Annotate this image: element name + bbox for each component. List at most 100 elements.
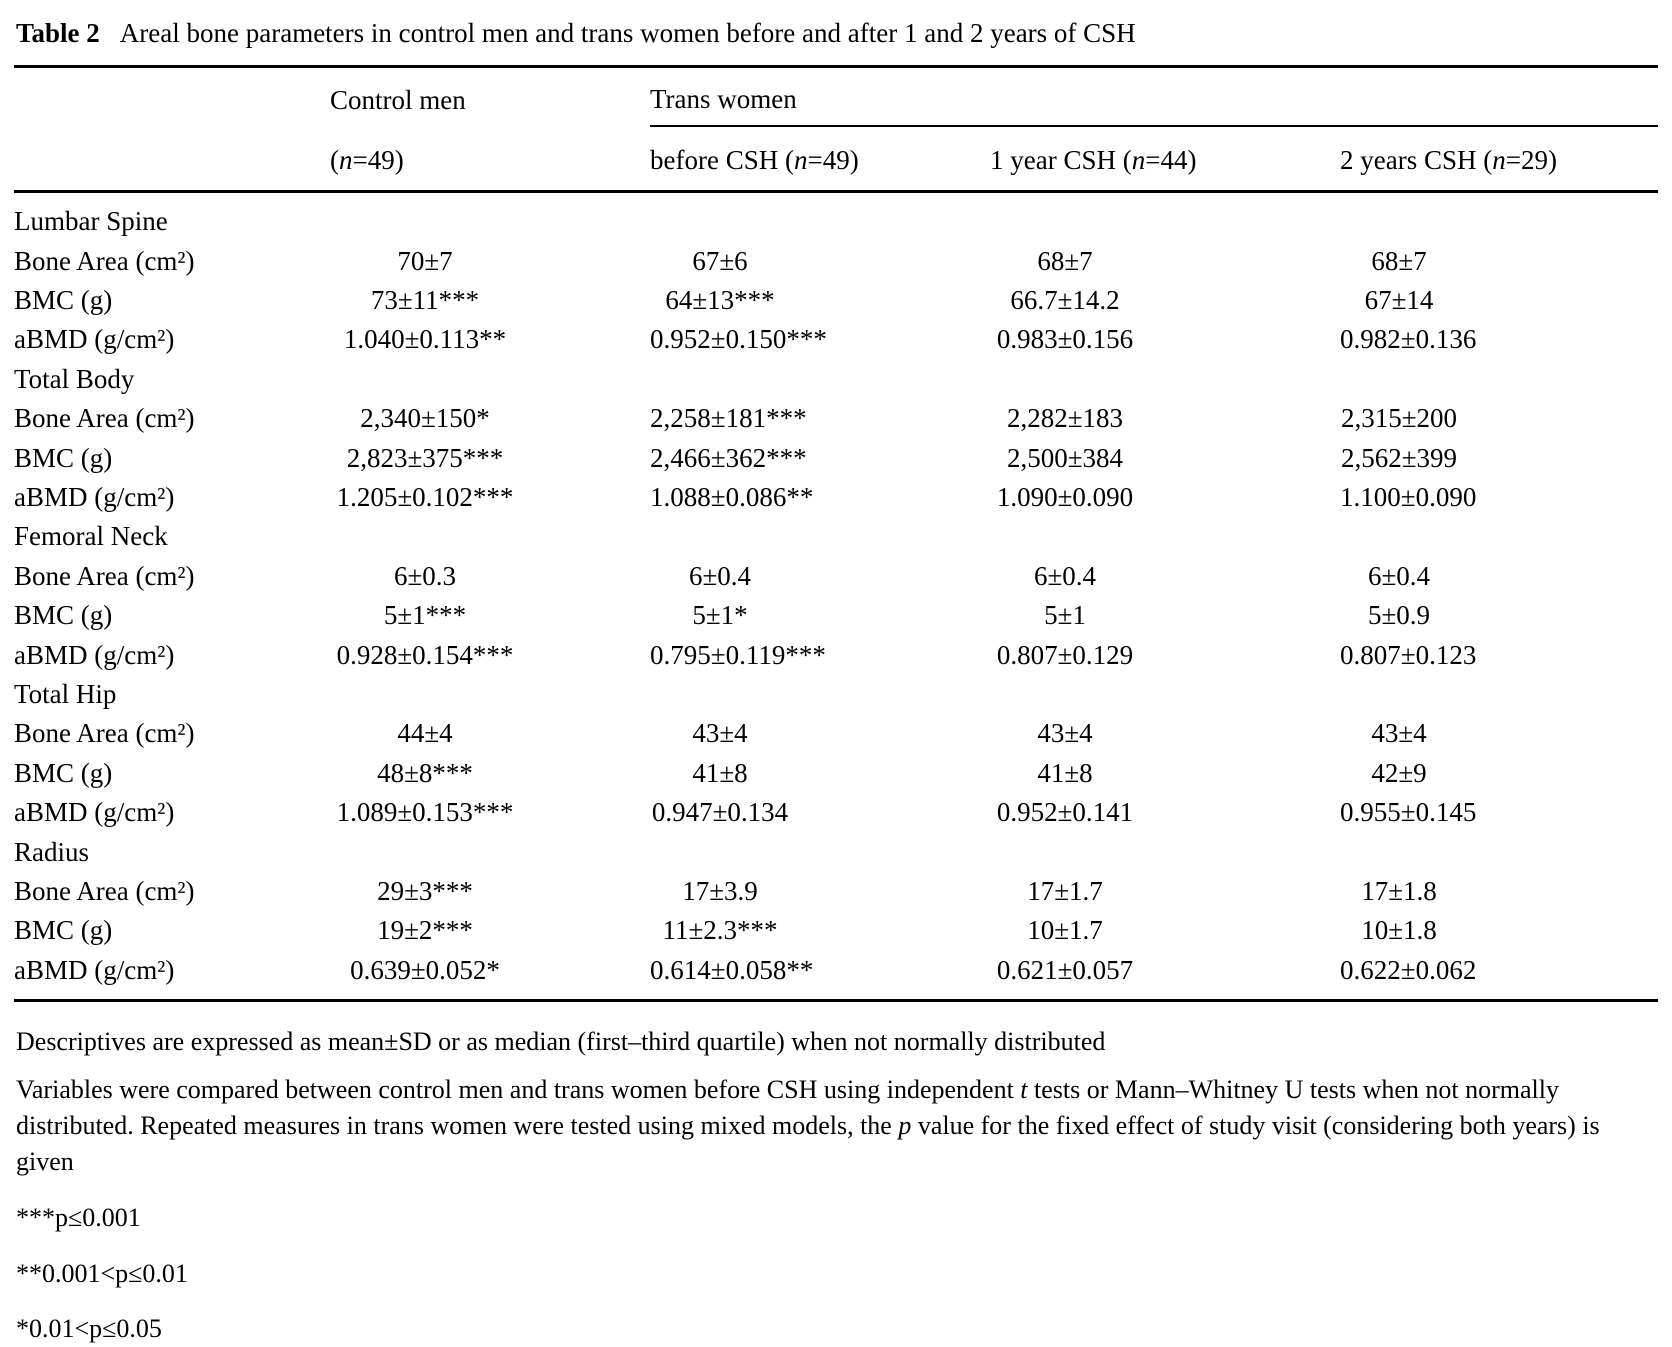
col-header-2years-csh: 2 years CSH (n=29) bbox=[1340, 126, 1658, 194]
table-row: aBMD (g/cm²) 0.639±0.052* 0.614±0.058** … bbox=[14, 951, 1658, 1001]
cell-2years-csh: 5±0.9 bbox=[1367, 600, 1431, 631]
cell-before-csh: 0.795±0.119*** bbox=[650, 639, 826, 670]
cell-before-csh: 0.947±0.134 bbox=[651, 797, 789, 828]
cell-before-csh: 0.952±0.150*** bbox=[650, 324, 827, 355]
row-label: Bone Area (cm²) bbox=[14, 718, 195, 749]
row-label: BMC (g) bbox=[14, 600, 113, 631]
group-header-row: Control men Trans women bbox=[14, 66, 1658, 128]
row-label: aBMD (g/cm²) bbox=[14, 324, 175, 355]
cell-2years-csh: 6±0.4 bbox=[1367, 560, 1431, 591]
table-row: aBMD (g/cm²) 1.205±0.102*** 1.088±0.086*… bbox=[14, 478, 1658, 517]
row-label: BMC (g) bbox=[14, 442, 113, 473]
cell-before-csh: 6±0.4 bbox=[688, 560, 752, 591]
cell-before-csh: 43±4 bbox=[692, 718, 748, 749]
footnote-methods: Variables were compared between control … bbox=[16, 1075, 1600, 1176]
column-header-row: (n=49) before CSH (n=49) 1 year CSH (n=4… bbox=[14, 126, 1658, 194]
cell-1year-csh: 1.090±0.090 bbox=[996, 481, 1134, 512]
cell-before-csh: 67±6 bbox=[692, 245, 748, 276]
cell-2years-csh: 0.955±0.145 bbox=[1340, 797, 1477, 828]
table-row: Bone Area (cm²) 6±0.3 6±0.4 6±0.4 6±0.4 bbox=[14, 557, 1658, 596]
footnote-sig-05: *0.01<p≤0.05 bbox=[16, 1314, 162, 1344]
section-header-row: Total Hip bbox=[14, 675, 1658, 714]
cell-before-csh: 1.088±0.086** bbox=[650, 481, 814, 512]
cell-before-csh: 2,258±181*** bbox=[650, 403, 807, 434]
section-name: Lumbar Spine bbox=[14, 206, 168, 237]
cell-control: 5±1*** bbox=[383, 600, 467, 631]
footnote-sig-01: **0.001<p≤0.01 bbox=[16, 1258, 188, 1288]
cell-2years-csh: 68±7 bbox=[1371, 245, 1427, 276]
empty-header-cell bbox=[14, 126, 330, 194]
cell-before-csh: 11±2.3*** bbox=[662, 915, 778, 946]
col-header-1year-csh: 1 year CSH (n=44) bbox=[990, 126, 1340, 194]
cell-control: 1.040±0.113** bbox=[343, 324, 507, 355]
cell-1year-csh: 0.621±0.057 bbox=[996, 954, 1134, 985]
section-name: Radius bbox=[14, 836, 90, 867]
table-row: Bone Area (cm²) 2,340±150* 2,258±181*** … bbox=[14, 399, 1658, 438]
section-header-row: Radius bbox=[14, 833, 1658, 872]
cell-2years-csh: 17±1.8 bbox=[1361, 876, 1437, 906]
cell-2years-csh: 43±4 bbox=[1371, 718, 1427, 749]
cell-1year-csh: 0.807±0.129 bbox=[996, 639, 1134, 670]
cell-1year-csh: 0.952±0.141 bbox=[996, 797, 1134, 828]
cell-2years-csh: 0.807±0.123 bbox=[1340, 639, 1477, 670]
cell-control: 44±4 bbox=[397, 718, 453, 749]
cell-2years-csh: 10±1.8 bbox=[1361, 915, 1437, 946]
caption-label: Table 2 bbox=[16, 18, 100, 48]
col-header-before-csh: before CSH (n=49) bbox=[650, 126, 990, 194]
cell-2years-csh: 2,315±200 bbox=[1340, 403, 1458, 434]
cell-control: 6±0.3 bbox=[393, 560, 457, 591]
cell-before-csh: 41±8 bbox=[692, 757, 748, 788]
cell-1year-csh: 2,282±183 bbox=[1006, 403, 1124, 434]
table-caption: Table 2 Areal bone parameters in control … bbox=[14, 10, 1658, 65]
table-row: aBMD (g/cm²) 0.928±0.154*** 0.795±0.119*… bbox=[14, 636, 1658, 675]
cell-1year-csh: 68±7 bbox=[1037, 245, 1093, 276]
cell-control: 0.928±0.154*** bbox=[336, 639, 514, 670]
cell-1year-csh: 0.983±0.156 bbox=[996, 324, 1134, 355]
section-name: Total Hip bbox=[14, 678, 117, 709]
cell-control: 2,340±150* bbox=[360, 403, 490, 434]
cell-control: 19±2*** bbox=[377, 915, 473, 946]
cell-control: 48±8*** bbox=[377, 757, 473, 788]
section-header-row: Total Body bbox=[14, 360, 1658, 399]
section-header-row: Lumbar Spine bbox=[14, 192, 1658, 242]
cell-before-csh: 5±1* bbox=[692, 600, 748, 631]
cell-1year-csh: 41±8 bbox=[1037, 757, 1093, 788]
cell-2years-csh: 42±9 bbox=[1371, 757, 1427, 788]
caption-text: Areal bone parameters in control men and… bbox=[119, 18, 1136, 48]
footnote-descriptives: Descriptives are expressed as mean±SD or… bbox=[16, 1027, 1106, 1057]
table-row: BMC (g) 73±11*** 64±13*** 66.7±14.2 67±1… bbox=[14, 281, 1658, 320]
cell-2years-csh: 0.622±0.062 bbox=[1340, 954, 1477, 985]
cell-before-csh: 17±3.9 bbox=[682, 876, 758, 906]
cell-1year-csh: 5±1 bbox=[1044, 600, 1086, 631]
section-name: Femoral Neck bbox=[14, 521, 168, 552]
cell-before-csh: 0.614±0.058** bbox=[650, 954, 814, 985]
trans-women-group-header: Trans women bbox=[650, 66, 1658, 128]
row-label: Bone Area (cm²) bbox=[14, 560, 195, 591]
footnote-sig-001: ***p≤0.001 bbox=[16, 1202, 141, 1232]
cell-control: 73±11*** bbox=[370, 284, 480, 315]
section-name: Total Body bbox=[14, 363, 135, 394]
cell-control: 70±7 bbox=[397, 245, 453, 276]
cell-before-csh: 64±13*** bbox=[665, 284, 775, 315]
control-men-group-header: Control men bbox=[330, 85, 466, 116]
table-row: BMC (g) 48±8*** 41±8 41±8 42±9 bbox=[14, 754, 1658, 793]
cell-2years-csh: 0.982±0.136 bbox=[1340, 324, 1477, 355]
row-label: BMC (g) bbox=[14, 915, 113, 946]
row-label: Bone Area (cm²) bbox=[14, 876, 195, 906]
cell-2years-csh: 67±14 bbox=[1364, 284, 1434, 315]
cell-2years-csh: 2,562±399 bbox=[1340, 442, 1458, 473]
table-footnotes: Descriptives are expressed as mean±SD or… bbox=[14, 1002, 1658, 1347]
row-label: BMC (g) bbox=[14, 284, 113, 315]
table-row: BMC (g) 2,823±375*** 2,466±362*** 2,500±… bbox=[14, 439, 1658, 478]
cell-1year-csh: 43±4 bbox=[1037, 718, 1093, 749]
cell-1year-csh: 17±1.7 bbox=[1027, 876, 1103, 906]
cell-control: 0.639±0.052* bbox=[350, 954, 500, 985]
table-row: BMC (g) 5±1*** 5±1* 5±1 5±0.9 bbox=[14, 596, 1658, 635]
col-header-control-n: (n=49) bbox=[330, 126, 650, 194]
row-label: aBMD (g/cm²) bbox=[14, 639, 175, 670]
cell-1year-csh: 66.7±14.2 bbox=[1010, 284, 1120, 315]
cell-control: 1.089±0.153*** bbox=[336, 797, 514, 828]
cell-1year-csh: 2,500±384 bbox=[1006, 442, 1124, 473]
cell-1year-csh: 10±1.7 bbox=[1027, 915, 1103, 946]
